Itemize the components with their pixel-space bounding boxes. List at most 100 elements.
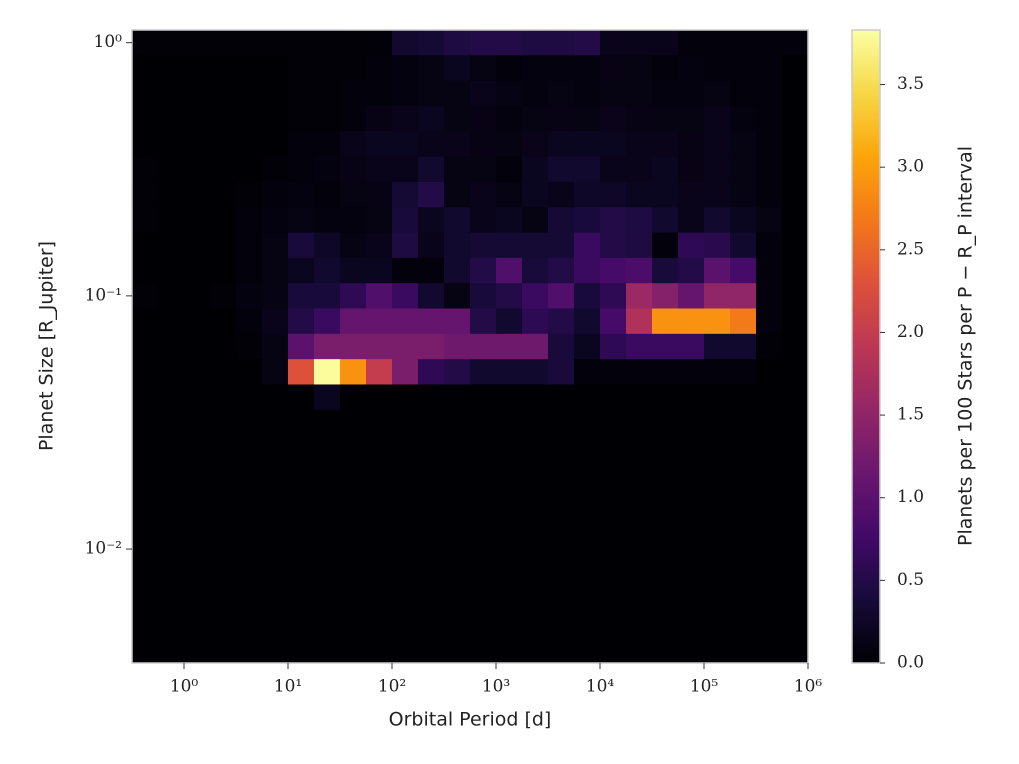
heatmap-cell: [704, 637, 731, 664]
heatmap-cell: [417, 308, 445, 335]
heatmap-cell: [626, 536, 653, 563]
heatmap-cell: [365, 156, 393, 183]
heatmap-cell: [417, 105, 445, 132]
heatmap-cell: [132, 511, 159, 537]
heatmap-cell: [469, 105, 497, 132]
heatmap-cell: [547, 384, 575, 411]
heatmap-cell: [521, 637, 549, 664]
heatmap-cell: [365, 181, 393, 208]
heatmap-cell: [392, 257, 419, 284]
heatmap-cell: [209, 561, 237, 588]
heatmap-cell: [573, 308, 601, 335]
heatmap-cell: [547, 536, 575, 563]
heatmap-cell: [573, 511, 601, 537]
heatmap-cell: [132, 536, 159, 563]
heatmap-cell: [184, 131, 211, 158]
heatmap-cell: [313, 207, 341, 234]
heatmap-cell: [184, 384, 211, 411]
heatmap-cell: [782, 460, 809, 487]
heatmap-cell: [158, 131, 185, 158]
colorbar-tick-label: 2.5: [897, 239, 924, 259]
heatmap-cell: [158, 257, 185, 284]
heatmap-cell: [235, 30, 263, 56]
heatmap-cell: [573, 384, 601, 411]
heatmap-cell: [704, 435, 731, 461]
heatmap-cell: [704, 409, 731, 436]
heatmap-cell: [652, 435, 679, 461]
heatmap-cell: [392, 30, 419, 56]
heatmap-cell: [288, 511, 315, 537]
heatmap-cell: [261, 511, 289, 537]
heatmap-cell: [392, 232, 419, 259]
heatmap-cell: [678, 435, 705, 461]
heatmap-cell: [443, 384, 471, 411]
colorbar-tick-label: 3.5: [897, 74, 924, 94]
heatmap-cell: [158, 55, 185, 82]
heatmap-cell: [209, 55, 237, 82]
heatmap-cell: [261, 384, 289, 411]
heatmap-cell: [521, 257, 549, 284]
heatmap-cell: [626, 587, 653, 613]
heatmap-cell: [782, 359, 809, 385]
heatmap-cell: [209, 637, 237, 664]
heatmap-cell: [573, 485, 601, 512]
heatmap-cell: [392, 359, 419, 385]
heatmap-cell: [365, 612, 393, 639]
heatmap-cell: [184, 460, 211, 487]
heatmap-cell: [339, 207, 367, 234]
heatmap-cell: [600, 181, 627, 208]
heatmap-cell: [443, 131, 471, 158]
heatmap-cell: [365, 308, 393, 335]
heatmap-cell: [261, 30, 289, 56]
heatmap-cell: [547, 409, 575, 436]
heatmap-cell: [652, 181, 679, 208]
heatmap-cell: [261, 587, 289, 613]
heatmap-cell: [261, 308, 289, 335]
heatmap-cell: [339, 333, 367, 360]
heatmap-cell: [469, 156, 497, 183]
heatmap-cell: [209, 156, 237, 183]
heatmap-cell: [496, 308, 523, 335]
heatmap-cell: [184, 637, 211, 664]
heatmap-cell: [417, 181, 445, 208]
heatmap-cell: [573, 80, 601, 107]
heatmap-cell: [573, 561, 601, 588]
heatmap-cell: [469, 384, 497, 411]
heatmap-cell: [339, 409, 367, 436]
heatmap-cell: [313, 637, 341, 664]
heatmap-cell: [443, 30, 471, 56]
heatmap-cell: [547, 485, 575, 512]
heatmap-cell: [782, 409, 809, 436]
heatmap-cell: [184, 232, 211, 259]
heatmap-cell: [704, 131, 731, 158]
heatmap-cell: [600, 612, 627, 639]
heatmap-cell: [184, 80, 211, 107]
heatmap-cell: [392, 207, 419, 234]
x-tick-label: 10⁶: [794, 677, 823, 697]
heatmap-cell: [313, 384, 341, 411]
heatmap-cell: [626, 131, 653, 158]
heatmap-cell: [392, 181, 419, 208]
heatmap-cell: [756, 181, 783, 208]
heatmap-cell: [756, 105, 783, 132]
heatmap-cell: [704, 105, 731, 132]
heatmap-cell: [339, 105, 367, 132]
heatmap-cell: [626, 384, 653, 411]
heatmap-cell: [235, 359, 263, 385]
heatmap-cell: [756, 612, 783, 639]
heatmap-cell: [158, 587, 185, 613]
heatmap-cell: [132, 460, 159, 487]
heatmap-cell: [521, 181, 549, 208]
heatmap-cell: [600, 460, 627, 487]
heatmap-cell: [443, 257, 471, 284]
heatmap-cell: [704, 257, 731, 284]
heatmap-cell: [782, 156, 809, 183]
heatmap-cell: [417, 232, 445, 259]
heatmap-cell: [288, 460, 315, 487]
heatmap-cell: [339, 232, 367, 259]
heatmap-cell: [782, 435, 809, 461]
heatmap-cell: [209, 460, 237, 487]
heatmap-cell: [756, 156, 783, 183]
heatmap-cell: [184, 30, 211, 56]
heatmap-cell: [626, 283, 653, 310]
